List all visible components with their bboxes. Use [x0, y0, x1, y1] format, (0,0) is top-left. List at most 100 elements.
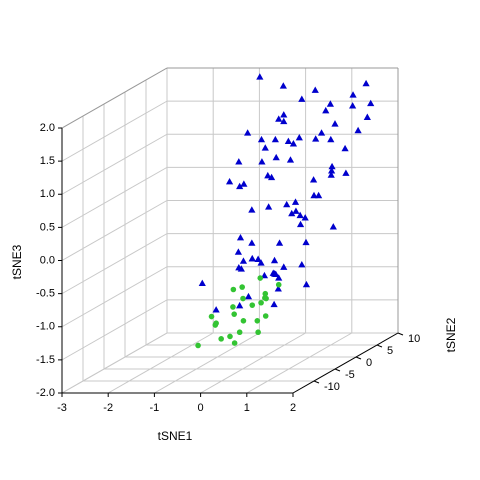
point	[296, 220, 305, 228]
point	[275, 239, 284, 246]
point	[272, 153, 280, 161]
point	[264, 171, 272, 179]
box-edge	[61, 67, 168, 129]
point	[236, 301, 244, 309]
z-tick-label: -1.5	[36, 354, 55, 366]
point	[280, 111, 288, 118]
point	[283, 200, 291, 208]
point	[267, 173, 276, 181]
tick-mark	[376, 344, 383, 348]
point	[244, 129, 252, 136]
tick-mark	[397, 332, 404, 336]
point	[248, 206, 256, 213]
z-tick-label: 0.5	[40, 221, 55, 233]
point	[354, 126, 362, 134]
point	[254, 318, 261, 324]
point	[271, 135, 279, 143]
point	[292, 207, 300, 214]
point	[331, 120, 339, 127]
point	[317, 129, 326, 136]
point	[270, 300, 278, 308]
point	[311, 86, 319, 93]
point	[322, 106, 330, 114]
point	[256, 73, 264, 80]
y-axis-label: tSNE2	[444, 317, 458, 352]
grid-line	[61, 133, 168, 195]
point	[227, 333, 233, 340]
point	[280, 117, 288, 125]
point	[274, 285, 282, 292]
point	[257, 259, 265, 266]
point	[342, 169, 350, 176]
point	[234, 248, 242, 255]
point	[302, 280, 311, 288]
point	[295, 134, 303, 141]
point	[236, 233, 245, 241]
point	[195, 342, 201, 349]
point	[270, 256, 279, 264]
y-tick-label: -5	[345, 369, 355, 381]
point	[261, 144, 269, 151]
grid-line	[154, 332, 260, 394]
point	[363, 113, 371, 120]
point	[275, 281, 282, 288]
point	[279, 82, 287, 89]
point	[329, 223, 337, 230]
grid-line	[246, 332, 353, 394]
z-tick-label: 2.0	[40, 122, 55, 134]
z-tick-label: -0.5	[36, 288, 55, 300]
grid-line	[107, 332, 214, 394]
point	[269, 269, 277, 276]
point	[262, 313, 269, 319]
point	[312, 135, 320, 142]
point	[248, 239, 256, 246]
point	[236, 329, 243, 336]
point	[212, 306, 220, 313]
tick-mark	[313, 380, 320, 384]
point	[239, 257, 248, 264]
point	[239, 284, 245, 290]
point	[198, 279, 206, 287]
point	[258, 158, 266, 165]
tick-mark	[355, 356, 362, 360]
point	[244, 292, 253, 300]
point	[302, 238, 310, 246]
x-axis-label: tSNE1	[158, 429, 193, 443]
point	[301, 214, 309, 221]
point	[248, 254, 256, 262]
point	[298, 261, 306, 268]
point	[296, 211, 304, 219]
point	[237, 265, 245, 272]
point	[231, 340, 238, 346]
point	[280, 263, 288, 270]
x-tick-label: 2	[290, 402, 296, 414]
z-axis-label: tSNE3	[10, 244, 24, 279]
y-tick-label: 0	[366, 357, 372, 369]
point	[218, 336, 224, 342]
point	[349, 91, 357, 98]
y-tick-label: 5	[387, 345, 393, 357]
grid-line	[61, 332, 168, 394]
point	[289, 140, 298, 147]
grid-line	[200, 332, 306, 394]
point	[328, 162, 336, 170]
grid-line	[61, 233, 168, 295]
point	[235, 158, 243, 165]
grid-line	[61, 200, 168, 261]
point	[255, 329, 261, 336]
point	[275, 115, 283, 122]
point	[275, 274, 283, 281]
grid-line	[61, 166, 168, 228]
point	[230, 304, 236, 310]
point	[341, 144, 349, 152]
point	[298, 95, 306, 102]
grid-line	[61, 299, 168, 361]
point	[327, 135, 335, 143]
point	[240, 295, 246, 302]
box-edge	[292, 332, 399, 394]
point	[310, 191, 318, 199]
point	[213, 320, 219, 327]
grid-line	[61, 266, 168, 328]
point	[240, 318, 247, 324]
